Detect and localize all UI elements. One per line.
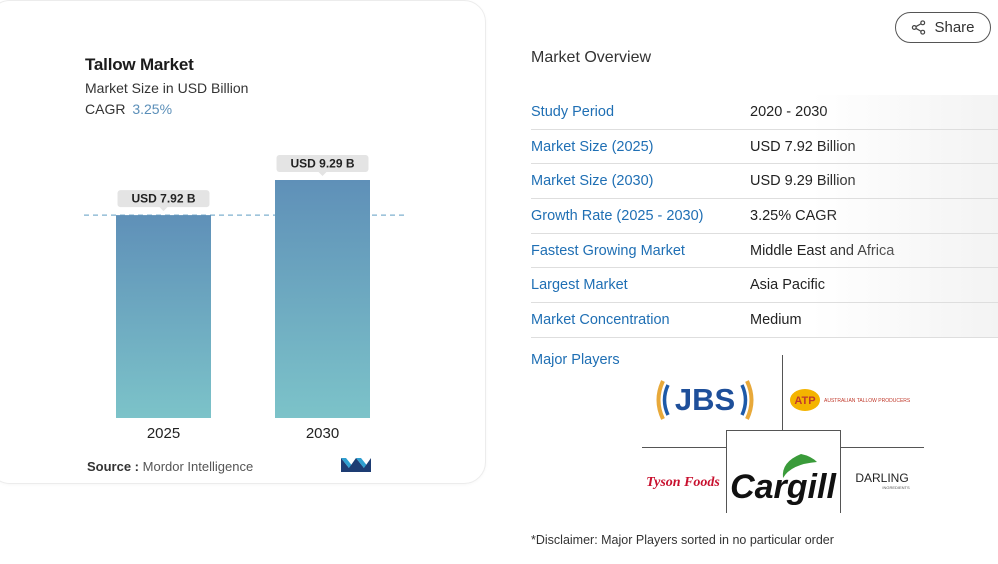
market-overview-title: Market Overview <box>531 49 652 66</box>
cagr-value: 3.25% <box>132 101 173 117</box>
overview-value: USD 7.92 Billion <box>750 138 856 155</box>
overview-row-fastest-growing-market: Fastest Growing Market Middle East and A… <box>531 233 998 269</box>
darling-ingredients-logo: DARLING INGREDIENTS <box>849 470 915 492</box>
chart-cagr: CAGR 3.25% <box>85 101 172 117</box>
market-size-chart-card <box>0 0 486 484</box>
cargill-logo: Cargill <box>731 452 837 506</box>
disclaimer: *Disclaimer: Major Players sorted in no … <box>531 533 834 547</box>
svg-text:Cargill: Cargill <box>731 468 837 506</box>
share-icon <box>912 20 926 35</box>
grid-divider <box>840 447 924 448</box>
data-label: USD 9.29 B <box>290 157 354 171</box>
mordor-intelligence-logo <box>341 458 371 472</box>
data-label-pointer <box>159 207 168 212</box>
overview-value: Medium <box>750 311 802 328</box>
share-button[interactable]: Share <box>895 12 991 43</box>
data-label-background <box>276 155 369 172</box>
grid-divider <box>642 447 726 448</box>
cagr-label: CAGR <box>85 101 126 117</box>
market-overview-table: Study Period 2020 - 2030 Market Size (20… <box>531 95 998 338</box>
data-label-pointer <box>318 172 327 176</box>
overview-value: Middle East and Africa <box>750 242 895 259</box>
bar-chart: USD 7.92 B 2025 USD 9.29 B 2030 <box>84 155 404 442</box>
category-label: 2025 <box>147 425 180 442</box>
tyson-foods-logo: Tyson Foods <box>644 465 722 497</box>
grid-divider <box>726 430 727 513</box>
chart-source: Source : Mordor Intelligence <box>87 459 253 474</box>
svg-text:JBS: JBS <box>675 382 735 417</box>
data-label: USD 7.92 B <box>131 192 195 206</box>
bar-2030 <box>275 180 370 418</box>
svg-text:AUSTRALIAN TALLOW PRODUCERS: AUSTRALIAN TALLOW PRODUCERS <box>824 398 911 404</box>
overview-value: Asia Pacific <box>750 277 825 294</box>
source-label: Source : <box>87 459 140 474</box>
major-players-label[interactable]: Major Players <box>531 352 620 368</box>
svg-text:ATP: ATP <box>794 395 815 407</box>
share-label: Share <box>934 19 975 36</box>
overview-label[interactable]: Largest Market <box>531 277 628 294</box>
svg-text:Tyson Foods: Tyson Foods <box>646 475 720 490</box>
bar-2025 <box>116 215 211 418</box>
overview-value: USD 9.29 Billion <box>750 173 856 190</box>
grid-divider <box>726 430 840 431</box>
atp-logo: ATP AUSTRALIAN TALLOW PRODUCERS <box>788 385 918 415</box>
overview-label[interactable]: Fastest Growing Market <box>531 242 685 259</box>
overview-row-largest-market: Largest Market Asia Pacific <box>531 268 998 304</box>
chart-subtitle: Market Size in USD Billion <box>85 80 249 96</box>
overview-row-growth-rate: Growth Rate (2025 - 2030) 3.25% CAGR <box>531 199 998 234</box>
overview-label[interactable]: Market Size (2030) <box>531 173 654 190</box>
overview-row-market-size-2025: Market Size (2025) USD 7.92 Billion <box>531 129 998 165</box>
overview-label[interactable]: Study Period <box>531 103 615 120</box>
data-label-background <box>117 190 210 208</box>
svg-text:DARLING: DARLING <box>855 471 908 485</box>
grid-divider <box>840 430 841 513</box>
chart-title: Tallow Market <box>85 55 194 74</box>
overview-row-study-period: Study Period 2020 - 2030 <box>531 95 998 130</box>
category-label: 2030 <box>306 425 339 442</box>
overview-row-market-concentration: Market Concentration Medium <box>531 303 998 338</box>
jbs-logo: JBS <box>653 377 759 423</box>
overview-label[interactable]: Market Concentration <box>531 311 670 328</box>
svg-text:INGREDIENTS: INGREDIENTS <box>882 485 910 490</box>
overview-row-market-size-2030: Market Size (2030) USD 9.29 Billion <box>531 164 998 200</box>
source-value: Mordor Intelligence <box>142 459 254 474</box>
major-players-grid <box>642 355 924 513</box>
overview-value: 3.25% CAGR <box>750 207 838 224</box>
overview-label[interactable]: Growth Rate (2025 - 2030) <box>531 207 704 224</box>
overview-value: 2020 - 2030 <box>750 103 828 120</box>
grid-divider <box>782 355 783 430</box>
overview-label[interactable]: Market Size (2025) <box>531 138 654 155</box>
